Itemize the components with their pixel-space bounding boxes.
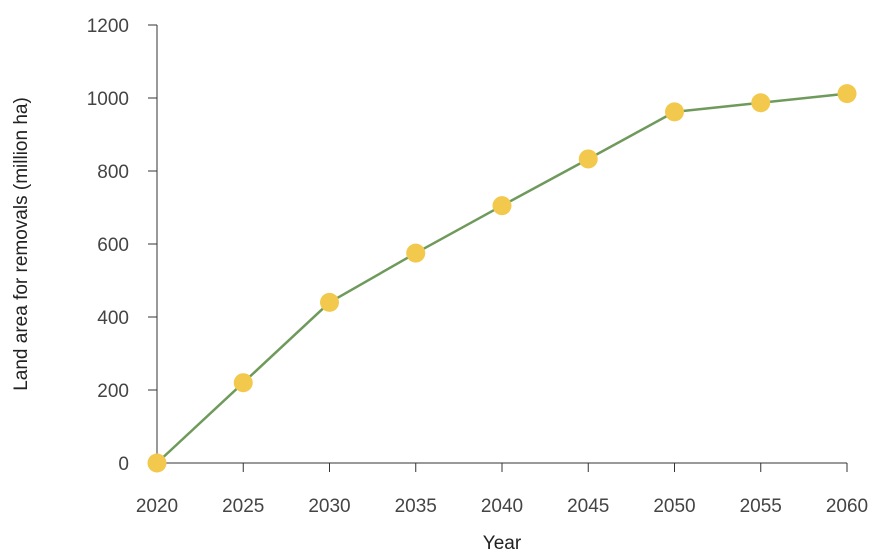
series-layer: [147, 84, 857, 473]
x-tick-label: 2060: [826, 496, 868, 517]
data-point: [233, 373, 253, 393]
data-point: [320, 292, 339, 312]
data-point: [578, 149, 598, 169]
y-tick-label: 0: [118, 454, 129, 475]
y-tick-label: 1000: [87, 89, 129, 110]
data-point: [492, 196, 512, 216]
x-tick-label: 2050: [653, 496, 695, 517]
series-line: [156, 92, 848, 464]
data-point: [837, 84, 857, 104]
x-tick-label: 2055: [740, 496, 782, 517]
y-tick-label: 800: [97, 162, 129, 183]
data-point: [406, 243, 426, 263]
data-point: [147, 453, 167, 473]
data-point: [751, 93, 771, 113]
x-axis-title: Year: [483, 533, 522, 554]
x-tick-label: 2040: [481, 496, 523, 517]
y-tick-label: 200: [97, 381, 129, 402]
y-tick-label: 400: [97, 308, 129, 329]
y-ticks: 0 200 400 600 800 1000 1200: [87, 16, 157, 475]
y-axis-title: Land area for removals (million ha): [11, 97, 32, 391]
axes: [156, 25, 847, 464]
x-tick-label: 2020: [136, 496, 178, 517]
x-tick-label: 2045: [567, 496, 609, 517]
x-ticks: 2020 2025 2030 2035 2040 2045 2050 2055 2060: [136, 463, 868, 517]
x-tick-label: 2030: [308, 496, 350, 517]
x-tick-label: 2025: [222, 496, 264, 517]
data-point: [665, 102, 684, 122]
y-tick-label: 600: [97, 235, 129, 256]
x-tick-label: 2035: [395, 496, 437, 517]
y-tick-label: 1200: [87, 16, 129, 37]
